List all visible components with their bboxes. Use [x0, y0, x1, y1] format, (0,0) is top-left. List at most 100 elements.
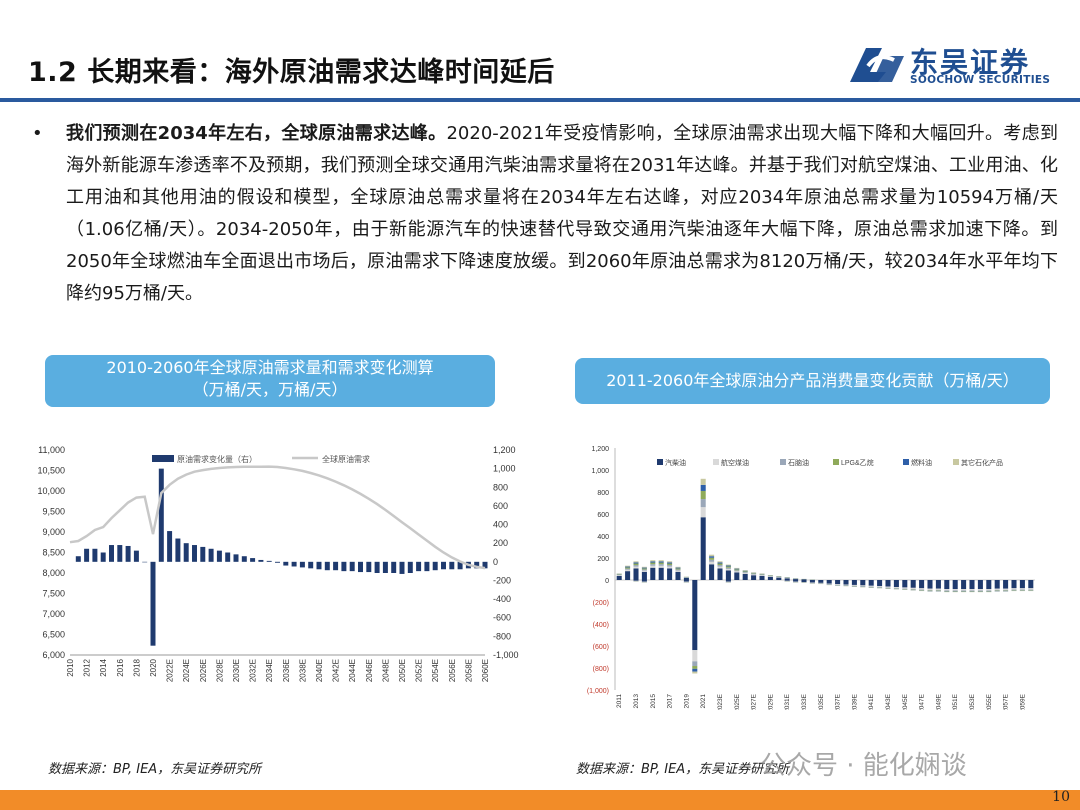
chart2-bar-segment	[625, 565, 631, 567]
chart1-left-tick: 7,500	[42, 589, 65, 599]
body-bold-lead: 我们预测在2034年左右，全球原油需求达峰。	[66, 123, 447, 144]
chart1-bar	[308, 561, 314, 569]
chart1-x-tick: 2052E	[415, 659, 424, 682]
chart2-bar-segment	[860, 580, 866, 586]
chart1-x-tick: 2040E	[315, 659, 324, 682]
chart2-bar-segment	[675, 567, 681, 569]
chart2-bar-segment	[742, 571, 748, 573]
chart2-legend-label: 其它石化产品	[961, 458, 1003, 467]
watermark: 公众号 · 能化娴谈	[760, 751, 967, 781]
chart1-right-tick: -600	[493, 613, 511, 623]
chart1-bar	[449, 561, 455, 570]
chart2-bar-segment	[759, 574, 765, 575]
chart1-left-tick: 10,000	[37, 486, 65, 496]
chart2-bar-segment	[692, 650, 698, 662]
chart2-bar-segment	[633, 562, 639, 564]
bullet-icon: •	[32, 123, 43, 144]
chart2-bar-segment	[977, 590, 983, 592]
chart1-x-tick: 2032E	[249, 659, 258, 682]
chart1-x-tick: 2046E	[365, 659, 374, 682]
chart2-bar-segment	[751, 575, 757, 580]
chart2-y-tick: 400	[597, 534, 609, 541]
chart2-bar-segment	[919, 589, 925, 591]
chart2-bar-segment	[641, 568, 647, 570]
chart2-bar-segment	[616, 575, 622, 580]
chart2-bar-segment	[751, 573, 757, 575]
chart1-bar	[208, 548, 214, 562]
chart2-bar-segment	[616, 574, 622, 576]
chart2-bar-segment	[700, 507, 706, 518]
chart2-bar-segment	[675, 566, 681, 568]
chart2-x-tick: 2045E	[902, 693, 909, 710]
chart1-bar	[75, 556, 81, 562]
chart2-bar-segment	[734, 570, 740, 572]
chart1-bar	[324, 561, 330, 571]
chart1-bar	[167, 531, 173, 562]
chart2-bar-segment	[759, 575, 765, 576]
chart2-x-tick: 2011	[616, 694, 623, 708]
chart2-y-tick: (800)	[593, 666, 609, 673]
chart2-bar-segment	[835, 584, 841, 585]
chart1-bar	[358, 561, 363, 573]
chart2-y-tick: 0	[605, 578, 609, 585]
logo-mark-icon	[850, 48, 904, 82]
chart2-bar-segment	[625, 569, 631, 572]
chart2-bar-segment	[826, 580, 832, 584]
chart1-left-tick: 6,500	[42, 630, 65, 640]
chart2-bar-segment	[709, 554, 715, 557]
chart2-legend-swatch	[780, 459, 786, 465]
chart1-x-tick: 2028E	[215, 659, 224, 682]
chart2-bar-segment	[969, 590, 975, 592]
title-rule	[0, 98, 1080, 102]
chart2-bar-segment	[1011, 588, 1017, 590]
chart1-x-tick: 2058E	[464, 659, 473, 682]
chart2-bar-segment	[734, 569, 740, 571]
chart2-bar-segment	[700, 490, 706, 500]
chart2-bar-segment	[851, 584, 857, 586]
chart1-bar	[258, 559, 264, 562]
chart2-bar-segment	[734, 571, 740, 573]
chart1-title-line2: （万桶/天，万桶/天）	[192, 380, 348, 399]
chart2-bar-segment	[633, 563, 639, 566]
chart1-bar	[399, 561, 405, 574]
chart1-legend-bar-label: 原油需求变化量（右）	[177, 454, 257, 464]
chart2-bar-segment	[641, 571, 647, 580]
source-note-right: 数据来源：BP, IEA，东吴证券研究所	[576, 762, 790, 777]
chart2-bar-segment	[1019, 588, 1025, 590]
chart1-x-tick: 2060E	[481, 659, 490, 682]
body-paragraph: 我们预测在2034年左右，全球原油需求达峰。2020-2021年受疫情影响，全球…	[66, 118, 1058, 310]
chart2-bar-segment	[767, 576, 773, 580]
chart2-legend-swatch	[953, 459, 959, 465]
chart2-bar-segment	[725, 580, 731, 582]
chart2-bar-segment	[742, 573, 748, 580]
chart2-bar-segment	[667, 563, 673, 566]
chart2-x-tick: 2023E	[717, 693, 724, 710]
chart2-bar-segment	[885, 586, 891, 588]
chart1-x-tick: 2026E	[199, 659, 208, 682]
chart2-bar-segment	[700, 517, 706, 580]
footer-bar	[0, 790, 1080, 810]
chart2-bar-segment	[692, 661, 698, 667]
chart1-right-tick: 1,000	[493, 464, 516, 474]
chart1-right-tick: 200	[493, 538, 508, 548]
chart2-y-tick: (400)	[593, 622, 609, 629]
chart2-bar-segment	[692, 668, 698, 672]
chart2-bar-segment	[935, 590, 941, 591]
chart1-right-tick: -400	[493, 594, 511, 604]
chart2-y-tick: 1,200	[591, 446, 609, 453]
chart2-bar-segment	[725, 566, 731, 568]
source-note-left: 数据来源：BP, IEA，东吴证券研究所	[48, 762, 262, 777]
chart1-bar	[84, 548, 90, 562]
chart2-bar-segment	[717, 563, 723, 566]
chart2-bar-segment	[616, 574, 622, 575]
chart2-bar-segment	[734, 568, 740, 570]
chart2-bar-segment	[1003, 590, 1009, 591]
chart2-bar-segment	[709, 557, 715, 560]
chart2-bar-segment	[1019, 589, 1025, 591]
chart2-bar-segment	[801, 580, 807, 583]
chart2-bar-segment	[885, 580, 891, 587]
chart2-bar-segment	[910, 587, 916, 590]
chart1-bar	[241, 556, 247, 562]
chart2-x-tick: 2041E	[868, 693, 875, 710]
chart2-legend-label: 石脑油	[788, 458, 809, 467]
